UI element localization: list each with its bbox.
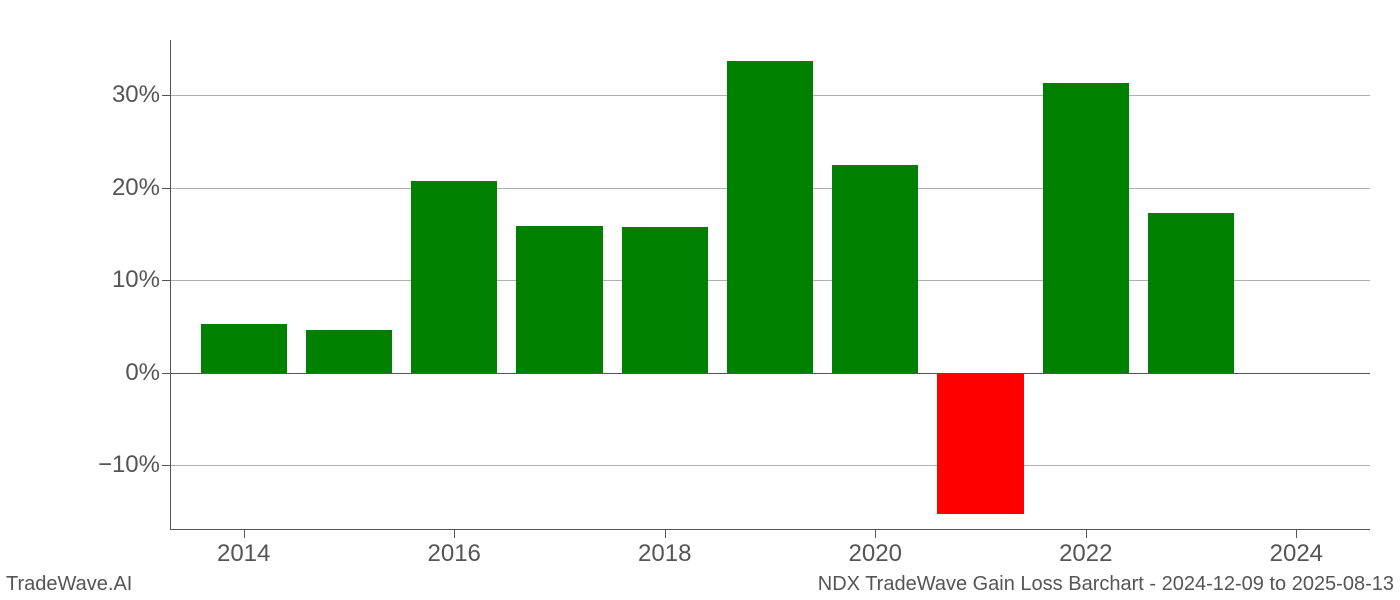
y-tick-label: 10% [112, 266, 160, 294]
x-tick-mark [1296, 530, 1297, 538]
x-tick-label: 2014 [217, 540, 270, 568]
bar-2022 [1043, 83, 1129, 373]
footer-left-text: TradeWave.AI [6, 573, 132, 596]
bar-2023 [1148, 213, 1234, 373]
bar-2021 [937, 373, 1023, 514]
zero-line [170, 373, 1370, 375]
x-tick-label: 2020 [849, 540, 902, 568]
spine-left [170, 40, 171, 530]
x-tick-label: 2022 [1059, 540, 1112, 568]
x-tick-mark [665, 530, 666, 538]
bar-2020 [832, 165, 918, 373]
plot-area: −10%0%10%20%30%201420162018202020222024 [170, 40, 1370, 530]
y-tick-label: 0% [125, 359, 160, 387]
bar-2019 [727, 61, 813, 373]
bar-2017 [516, 226, 602, 373]
spine-bottom [170, 529, 1370, 530]
y-tick-label: −10% [98, 451, 160, 479]
x-tick-label: 2016 [428, 540, 481, 568]
y-tick-mark [162, 188, 170, 189]
y-tick-mark [162, 95, 170, 96]
bar-2016 [411, 181, 497, 373]
y-tick-label: 30% [112, 81, 160, 109]
y-tick-mark [162, 280, 170, 281]
x-tick-label: 2024 [1270, 540, 1323, 568]
x-tick-mark [454, 530, 455, 538]
chart-container: −10%0%10%20%30%201420162018202020222024 … [0, 0, 1400, 600]
grid-line [170, 465, 1370, 466]
x-tick-mark [244, 530, 245, 538]
bar-2018 [622, 227, 708, 373]
x-tick-mark [1086, 530, 1087, 538]
bar-2015 [306, 330, 392, 373]
x-tick-mark [875, 530, 876, 538]
footer-right-text: NDX TradeWave Gain Loss Barchart - 2024-… [818, 573, 1394, 596]
y-tick-mark [162, 465, 170, 466]
bar-2014 [201, 324, 287, 373]
y-tick-label: 20% [112, 174, 160, 202]
x-tick-label: 2018 [638, 540, 691, 568]
y-tick-mark [162, 373, 170, 374]
